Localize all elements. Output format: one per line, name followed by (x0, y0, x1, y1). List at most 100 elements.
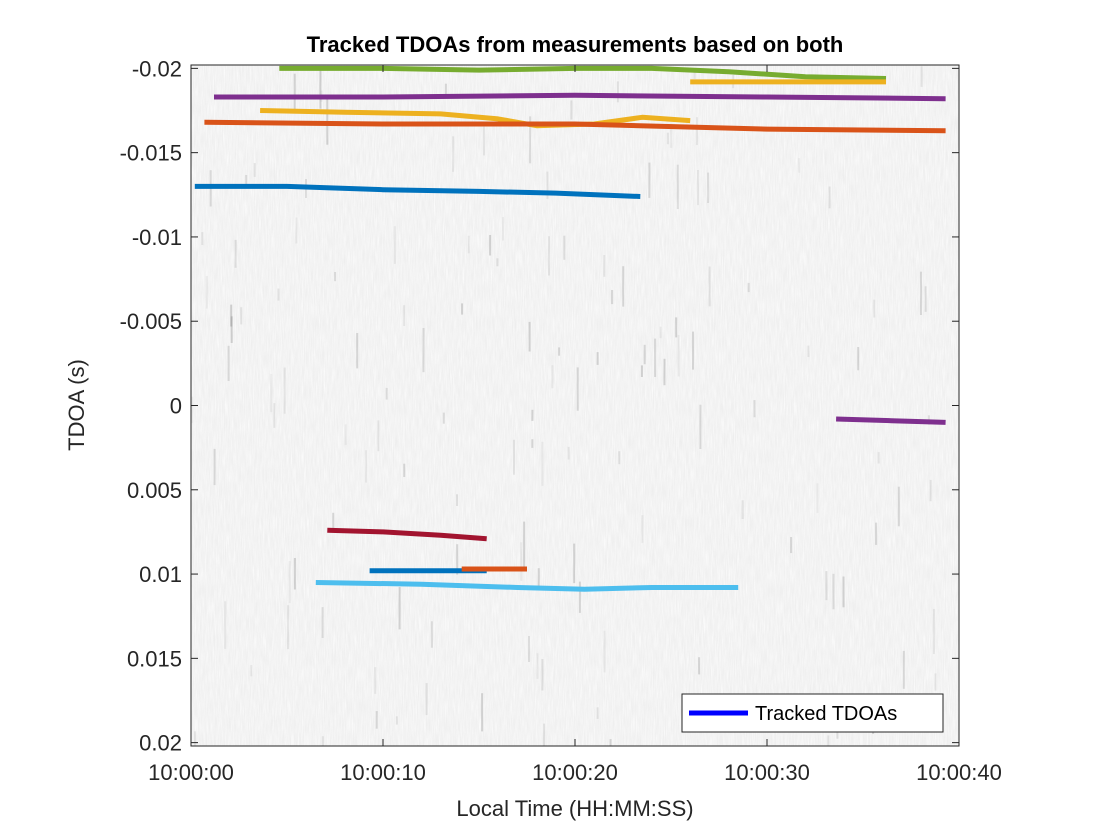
measurement-streak (375, 711, 378, 729)
measurement-streak (622, 266, 625, 307)
measurement-streak (663, 358, 666, 386)
measurement-streak (344, 424, 347, 445)
measurement-streak (640, 365, 643, 377)
tdoa-track-6 (194, 183, 641, 199)
y-tick-label: -0.005 (120, 309, 182, 334)
measurement-streak (374, 667, 377, 694)
measurement-streak (234, 239, 237, 268)
y-tick-label: 0.005 (127, 478, 182, 503)
measurement-streak (573, 543, 576, 584)
measurement-streak (807, 345, 810, 357)
tdoa-track-11 (315, 580, 739, 592)
y-tick-label: 0.02 (139, 731, 182, 756)
measurement-streak (456, 494, 458, 506)
measurement-streak (677, 334, 680, 377)
measurement-streak (611, 290, 614, 305)
measurement-streak (670, 123, 673, 148)
measurement-streak (334, 272, 337, 282)
measurement-streak (924, 286, 927, 312)
measurement-streak (321, 736, 324, 746)
measurement-streak (920, 66, 923, 87)
measurement-streak (790, 537, 793, 554)
measurement-streak (692, 331, 694, 370)
measurement-streak (293, 558, 296, 590)
tdoa-track-1 (279, 65, 887, 81)
measurement-streak (356, 333, 359, 369)
measurement-streak (543, 723, 546, 746)
measurement-streak (403, 463, 406, 477)
tdoa-track-5 (204, 119, 946, 134)
chart-title: Tracked TDOAs from measurements based on… (307, 32, 844, 57)
measurement-streak (541, 441, 544, 486)
measurement-streak (250, 665, 253, 677)
measurement-streak (596, 352, 599, 365)
measurement-streak (541, 659, 544, 691)
measurement-streak (481, 693, 484, 732)
tdoa-track-8 (327, 527, 487, 542)
measurement-streak (548, 236, 550, 276)
measurement-streak (422, 328, 425, 373)
measurement-streak (295, 217, 298, 244)
measurement-streak (603, 255, 606, 277)
y-tick-label: -0.02 (132, 56, 182, 81)
y-tick-label: 0 (170, 394, 182, 419)
measurement-streak (877, 452, 880, 464)
measurement-streak (496, 258, 499, 267)
measurement-streak (502, 217, 504, 241)
measurement-streak (377, 420, 380, 452)
tdoa-track-7 (836, 416, 946, 425)
measurement-streak (603, 630, 606, 673)
x-axis-label: Local Time (HH:MM:SS) (456, 796, 693, 821)
measurement-streak (205, 276, 208, 309)
measurement-streak (365, 450, 368, 483)
measurement-streak (288, 561, 291, 604)
measurement-streak (897, 486, 900, 527)
measurement-streak (444, 83, 447, 95)
x-tick-label: 10:00:00 (148, 760, 234, 785)
legend: Tracked TDOAs (681, 693, 944, 733)
measurement-streak (442, 412, 445, 424)
measurement-streak (385, 387, 388, 400)
measurement-streak (654, 338, 657, 377)
ticks-layer: 10:00:00 10:00:10 10:00:20 10:00:30 10:00:40… (120, 56, 1002, 785)
measurement-streak (240, 307, 243, 325)
measurement-streak (618, 451, 621, 465)
measurement-streak (213, 448, 216, 486)
measurement-streak (641, 515, 644, 543)
measurement-streak (693, 70, 696, 79)
measurement-streak (699, 404, 702, 449)
measurement-streak (546, 171, 549, 199)
measurement-streak (707, 172, 710, 203)
measurement-streak (277, 288, 280, 301)
measurement-streak (832, 573, 835, 610)
measurement-streak (531, 409, 534, 421)
measurement-streak (293, 73, 296, 112)
measurement-streak (675, 317, 678, 338)
measurement-streak (461, 303, 464, 315)
measurement-streak (224, 601, 227, 649)
measurement-streak (753, 400, 756, 418)
measurement-streak (648, 162, 651, 198)
measurement-streak (403, 305, 406, 326)
measurement-streak (193, 731, 196, 746)
measurement-streak (857, 347, 860, 371)
measurement-streak (321, 607, 324, 638)
measurement-streak (528, 321, 531, 352)
measurement-streak (230, 316, 233, 343)
y-tick-label: -0.01 (132, 225, 182, 250)
measurement-streak (676, 164, 679, 210)
measurement-streak (513, 439, 515, 475)
measurement-streak (798, 158, 801, 173)
measurement-streak (227, 345, 230, 381)
measurement-streak (578, 581, 581, 613)
measurement-streak (747, 282, 750, 293)
measurement-streak (567, 446, 570, 460)
measurement-streak (873, 299, 876, 318)
measurement-streak (528, 636, 530, 662)
measurement-streak (536, 653, 539, 679)
measurement-streak (191, 396, 194, 424)
measurement-streak (398, 587, 401, 630)
measurement-streak (816, 483, 819, 513)
measurement-streak (875, 522, 878, 545)
